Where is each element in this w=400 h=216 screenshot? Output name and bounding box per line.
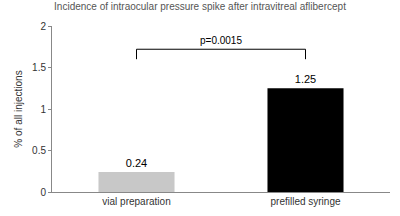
svg-text:1.25: 1.25 (295, 73, 316, 85)
svg-text:prefilled syringe: prefilled syringe (270, 196, 340, 207)
svg-text:% of all injections: % of all injections (13, 70, 24, 147)
svg-text:1: 1 (40, 104, 46, 115)
svg-text:Incidence of intraocular press: Incidence of intraocular pressure spike … (54, 1, 346, 12)
svg-text:0: 0 (40, 187, 46, 198)
svg-text:2: 2 (40, 21, 46, 32)
svg-text:1.5: 1.5 (32, 62, 46, 73)
svg-text:vial preparation: vial preparation (102, 196, 170, 207)
svg-text:0.5: 0.5 (32, 145, 46, 156)
svg-text:0.24: 0.24 (126, 157, 147, 169)
svg-text:p=0.0015: p=0.0015 (200, 35, 242, 46)
